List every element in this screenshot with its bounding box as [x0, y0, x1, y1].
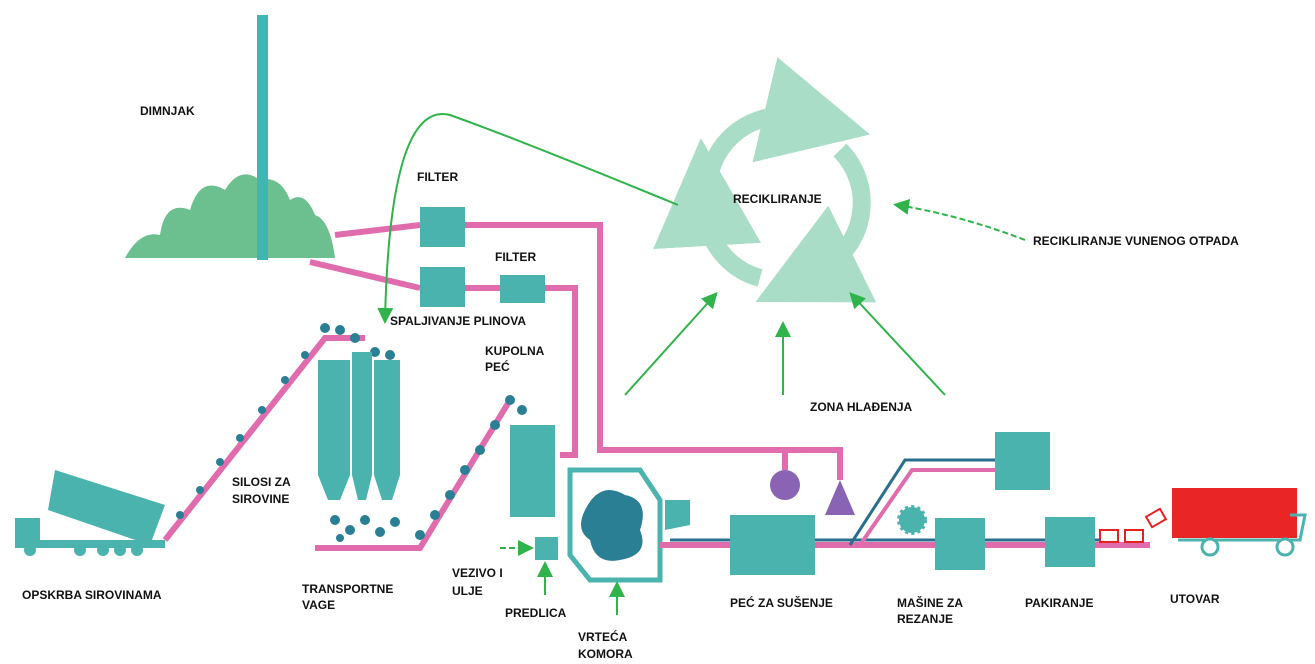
label: PEĆ ZA SUŠENJE [730, 595, 833, 610]
label: PEĆ [485, 359, 510, 374]
label: ULJE [452, 584, 483, 598]
label: VRTEĆA [578, 629, 628, 644]
label: FILTER [417, 170, 458, 184]
label: PAKIRANJE [1025, 596, 1093, 610]
label: FILTER [495, 250, 536, 264]
label: KOMORA [578, 647, 633, 661]
label: MAŠINE ZA [897, 595, 963, 610]
label: SPALJIVANJE PLINOVA [390, 314, 526, 328]
label: SILOSI ZA [232, 475, 291, 489]
label: DIMNJAK [140, 104, 195, 118]
label: KUPOLNA [485, 344, 545, 358]
label: REZANJE [897, 612, 953, 626]
label: RECIKLIRANJE VUNENOG OTPADA [1033, 234, 1239, 248]
shapes [15, 15, 1307, 615]
label: VEZIVO I [452, 566, 503, 580]
label: UTOVAR [1170, 592, 1220, 606]
label: RECIKLIRANJE [733, 192, 822, 206]
label: ZONA HLAĐENJA [810, 400, 913, 414]
label: VAGE [302, 598, 335, 612]
label: OPSKRBA SIROVINAMA [22, 588, 162, 602]
labels: DIMNJAK FILTER FILTER RECIKLIRANJE RECIK… [22, 104, 1239, 661]
label: PREDLICA [505, 606, 567, 620]
label: TRANSPORTNE [302, 582, 393, 596]
label: SIROVINE [232, 492, 289, 506]
